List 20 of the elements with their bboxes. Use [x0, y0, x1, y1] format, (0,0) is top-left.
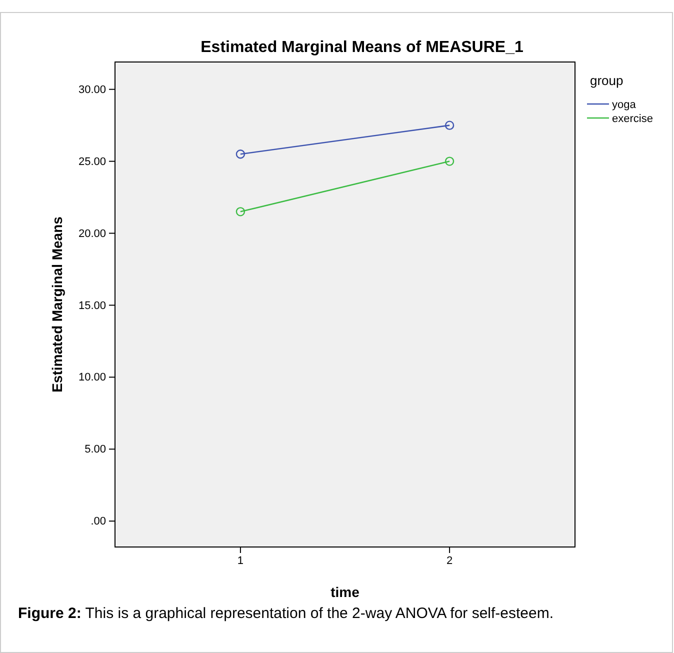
legend-title: group [590, 73, 624, 88]
point [236, 150, 246, 159]
caption: Figure 2: This is a graphical representation of the 2-way ANOVA for self-esteem. [18, 605, 554, 622]
legend-label: exercise [612, 113, 653, 125]
y-tick-label: 5.00 [84, 444, 106, 456]
y-tick-label: 10.00 [78, 372, 106, 384]
y-tick-label: 15.00 [78, 300, 106, 312]
legend-label: yoga [612, 99, 637, 111]
y-tick-label: 30.00 [78, 84, 106, 96]
y-tick-label: .00 [90, 516, 106, 528]
x-axis-title: time [330, 584, 360, 600]
x-tick-label: 2 [446, 554, 453, 567]
y-tick-label: 25.00 [78, 156, 106, 168]
y-tick-label: 20.00 [78, 228, 106, 240]
point [444, 120, 454, 130]
point [444, 156, 454, 166]
y-axis-title: Estimated Marginal Means [49, 216, 65, 392]
point [236, 207, 246, 216]
chart-title: Estimated Marginal Means of MEASURE_1 [200, 39, 524, 56]
x-tick-label: 1 [237, 554, 244, 567]
